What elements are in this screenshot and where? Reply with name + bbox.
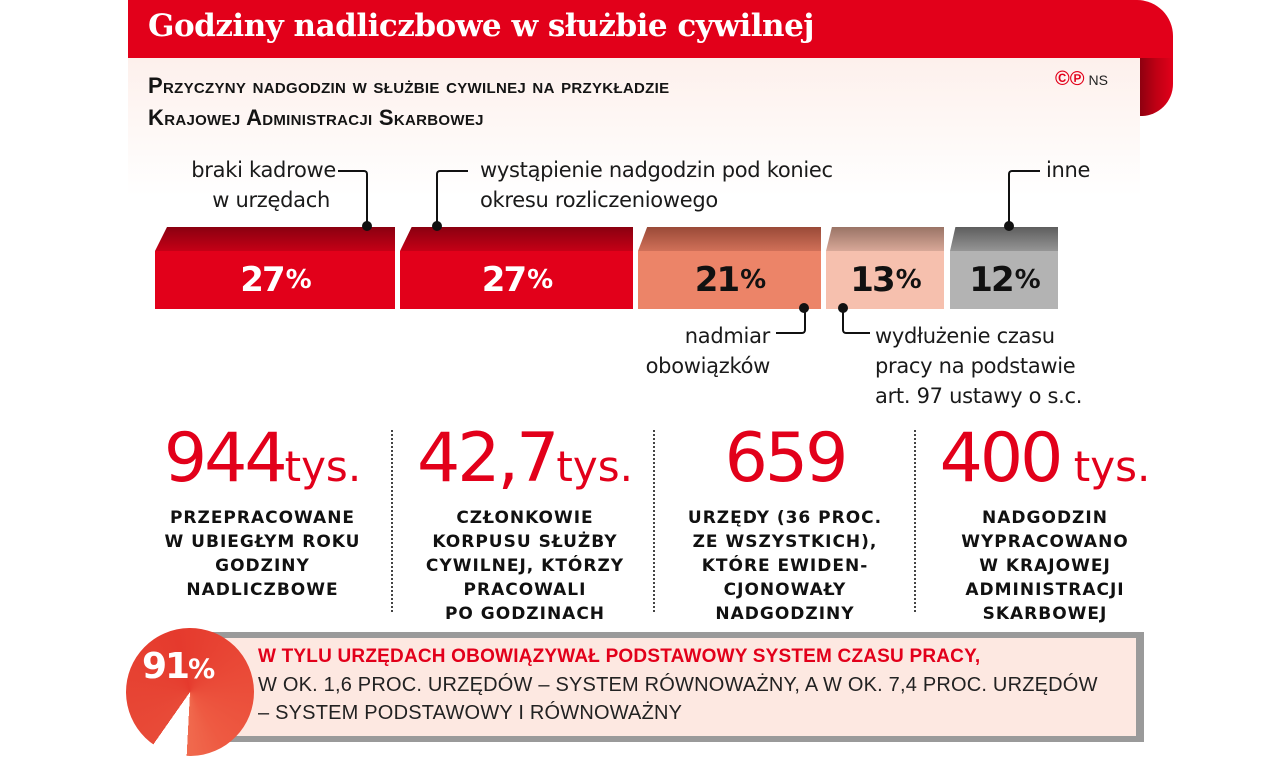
label-koniec-okresu: wystąpienie nadgodzin pod koniec okresu … xyxy=(480,158,833,212)
segment-unit: % xyxy=(1014,265,1041,295)
label-wydluzenie: wydłużenie czasu pracy na podstawie art.… xyxy=(875,324,1083,408)
leader-dot-inne xyxy=(1004,221,1014,231)
stat-czlonkowie-korpusu: 42,7tys. CZŁONKOWIE KORPUSU SŁUŻBY CYWIL… xyxy=(400,420,650,626)
bar-segment-face: 27% xyxy=(155,251,395,309)
bar-segment-inne: 12% xyxy=(950,227,1058,309)
segment-value: 27 xyxy=(240,260,285,300)
stat-number: 42,7tys. xyxy=(417,419,633,498)
subtitle-line-1: Przyczyny nadgodzin w służbie cywilnej n… xyxy=(148,73,670,98)
chart-subtitle: Przyczyny nadgodzin w służbie cywilnej n… xyxy=(148,70,1048,134)
dotted-separator xyxy=(653,430,655,612)
bar-segment-top xyxy=(950,227,1058,251)
copyright-icon: ©℗ xyxy=(1055,68,1085,90)
leader-dot-braki xyxy=(362,221,372,231)
segment-unit: % xyxy=(740,265,766,295)
label-nadmiar: nadmiar obowiązków xyxy=(645,324,771,378)
segment-value: 13 xyxy=(850,260,895,300)
segment-unit: % xyxy=(285,265,312,295)
note-headline: W TYLU URZĘDACH OBOWIĄZYWAŁ PODSTAWOWY S… xyxy=(258,646,981,667)
bar-segment-nadmiar: 21% xyxy=(638,227,821,309)
leader-line-wydluzenie xyxy=(842,308,870,334)
bar-segment-wydluzenie: 13% xyxy=(826,227,944,309)
stat-nadgodziny-kas: 400 tys. NADGODZIN WYPRACOWANO W KRAJOWE… xyxy=(925,420,1165,626)
note-line-3: – SYSTEM PODSTAWOWY I RÓWNOWAŻNY xyxy=(258,702,683,724)
segment-value: 12 xyxy=(969,260,1014,300)
bar-segment-top xyxy=(155,227,395,251)
dotted-separator xyxy=(914,430,916,612)
bar-segment-top xyxy=(400,227,633,251)
stat-number: 400 tys. xyxy=(939,419,1151,498)
stat-godziny-nadliczbowe: 944tys. PRZEPRACOWANE W UBIEGŁYM ROKU GO… xyxy=(140,420,385,602)
stat-number: 659 xyxy=(724,419,849,498)
subtitle-line-2: Krajowej Administracji Skarbowej xyxy=(148,105,484,130)
segment-value: 21 xyxy=(694,260,740,300)
segment-value: 27 xyxy=(481,260,527,300)
leader-line-koniec-okresu xyxy=(436,170,468,226)
segment-unit: % xyxy=(895,265,922,295)
bar-segment-top xyxy=(826,227,944,251)
page-title: Godziny nadliczbowe w służbie cywilnej xyxy=(148,8,815,44)
author-initials: NS xyxy=(1088,72,1108,88)
dotted-separator xyxy=(391,430,393,612)
bar-segment-face: 13% xyxy=(826,251,944,309)
label-inne: inne xyxy=(1046,158,1091,182)
copyright-badge: ©℗ NS xyxy=(1055,68,1108,91)
segment-unit: % xyxy=(527,265,553,295)
leader-line-nadmiar xyxy=(776,308,806,334)
note-box xyxy=(198,638,1136,736)
bar-segment-face: 12% xyxy=(950,251,1058,309)
stat-number: 944tys. xyxy=(163,419,362,498)
title-band xyxy=(128,0,1173,58)
title-curl-decoration xyxy=(1140,58,1173,116)
bar-segment-face: 21% xyxy=(638,251,821,309)
stat-description: NADGODZIN WYPRACOWANO W KRAJOWEJ ADMINIS… xyxy=(961,508,1129,624)
leader-line-inne xyxy=(1008,170,1040,226)
stat-description: PRZEPRACOWANE W UBIEGŁYM ROKU GODZINY NA… xyxy=(164,508,361,600)
bar-segment-top xyxy=(638,227,821,251)
bar-segment-braki-kadrowe: 27% xyxy=(155,227,395,309)
stat-urzedy: 659 URZĘDY (36 PROC. ZE WSZYSTKICH), KTÓ… xyxy=(665,420,905,626)
bar-segment-face: 27% xyxy=(400,251,633,309)
stat-description: URZĘDY (36 PROC. ZE WSZYSTKICH), KTÓRE E… xyxy=(687,508,883,624)
note-line-2: W OK. 1,6 PROC. URZĘDÓW – SYSTEM RÓWNOWA… xyxy=(258,674,1098,696)
leader-dot-koniec-okresu xyxy=(432,221,442,231)
stat-description: CZŁONKOWIE KORPUSU SŁUŻBY CYWILNEJ, KTÓR… xyxy=(425,508,625,624)
bar-segment-koniec-okresu: 27% xyxy=(400,227,633,309)
leader-line-braki xyxy=(338,170,368,226)
pie-value-label: 91% xyxy=(142,646,215,687)
label-braki-kadrowe: braki kadrowe w urzędach xyxy=(191,158,336,212)
